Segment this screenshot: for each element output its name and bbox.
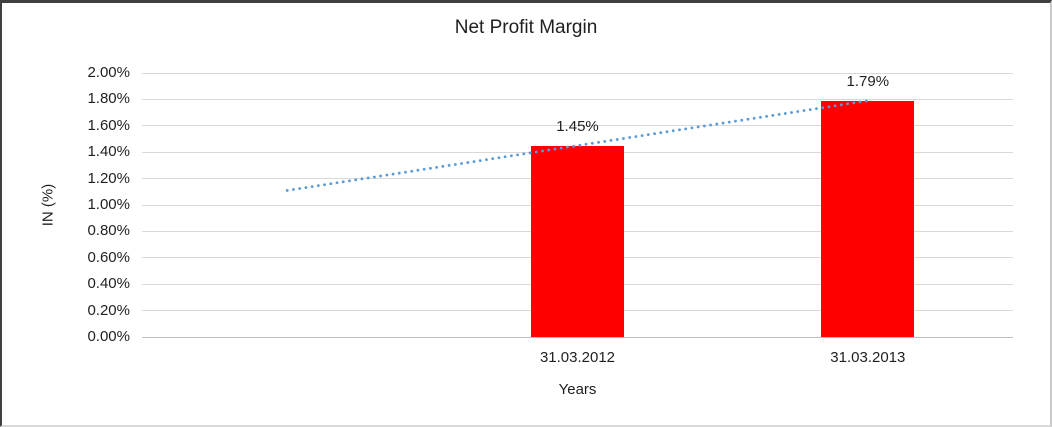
- y-tick-label: 0.80%: [87, 222, 130, 240]
- y-tick-label: 1.40%: [87, 143, 130, 161]
- y-tick-label: 0.20%: [87, 301, 130, 319]
- bar: [531, 145, 624, 337]
- bar-data-label: 1.45%: [556, 117, 599, 135]
- x-category-label: 31.03.2013: [830, 349, 906, 366]
- y-tick-label: 2.00%: [87, 64, 130, 81]
- y-tick-label: 0.60%: [87, 248, 130, 266]
- x-axis-line: [142, 337, 1013, 338]
- y-tick-label: 1.20%: [87, 169, 130, 187]
- y-tick-label: 1.60%: [87, 116, 130, 134]
- y-tick-label: 1.80%: [87, 90, 130, 108]
- x-category-label: 31.03.2012: [539, 349, 616, 366]
- gridline: [142, 72, 1013, 74]
- y-tick-label: 1.00%: [87, 196, 130, 213]
- y-tick-label: 0.40%: [87, 275, 130, 293]
- bar: [821, 100, 915, 337]
- y-tick-label: 0.00%: [87, 328, 130, 345]
- chart-title: Net Profit Margin: [454, 17, 598, 38]
- x-axis-title: Years: [558, 381, 597, 398]
- bar-data-label: 1.79%: [846, 72, 890, 90]
